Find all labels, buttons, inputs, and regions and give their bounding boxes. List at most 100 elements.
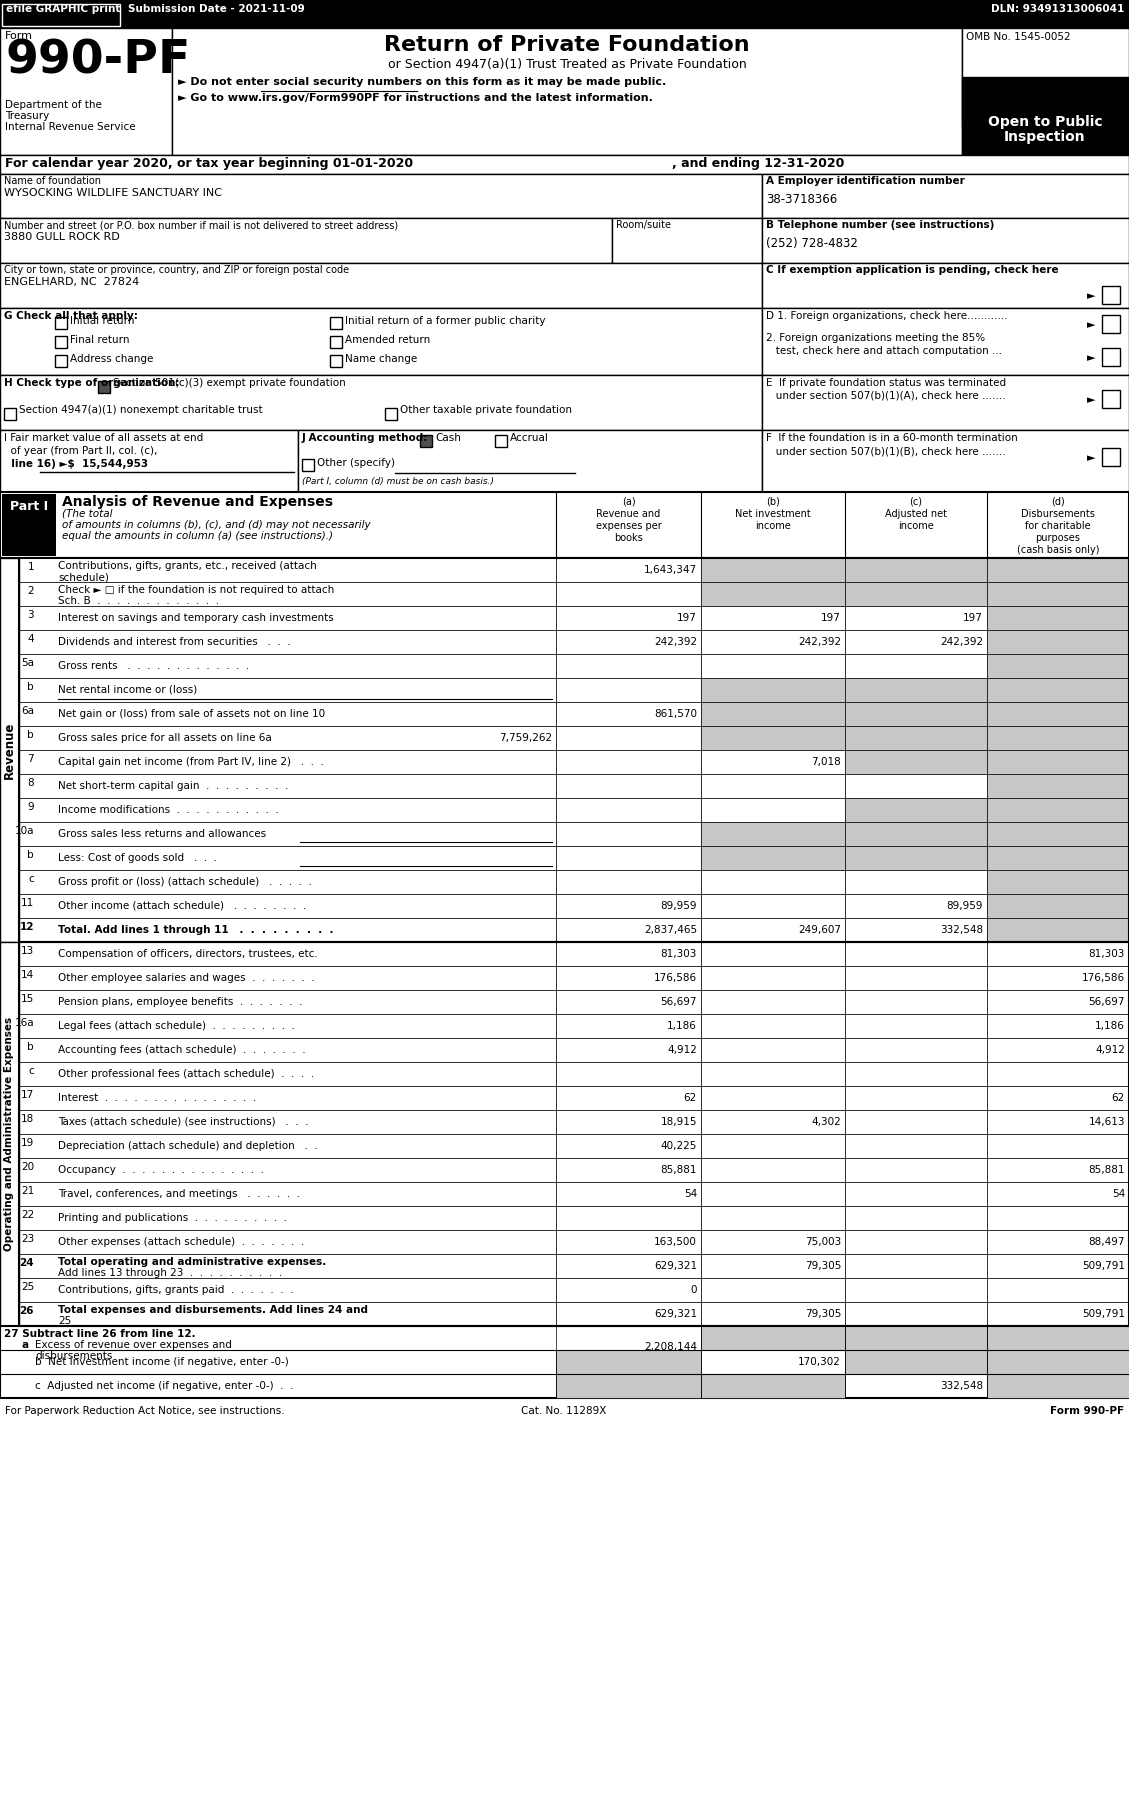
Text: 26: 26	[19, 1305, 34, 1316]
Bar	[987, 701, 1129, 726]
Bar	[495, 435, 507, 448]
Bar	[844, 750, 987, 773]
Bar	[0, 557, 19, 942]
Text: ✓: ✓	[419, 448, 429, 457]
Text: or Section 4947(a)(1) Trust Treated as Private Foundation: or Section 4947(a)(1) Trust Treated as P…	[387, 58, 746, 70]
Bar	[19, 1135, 555, 1158]
Bar	[962, 77, 1129, 155]
Bar	[555, 726, 701, 750]
Text: Pension plans, employee benefits  .  .  .  .  .  .  .: Pension plans, employee benefits . . . .…	[58, 998, 303, 1007]
Bar	[19, 870, 555, 894]
Text: of amounts in columns (b), (c), and (d) may not necessarily: of amounts in columns (b), (c), and (d) …	[62, 520, 370, 530]
Bar	[420, 435, 432, 448]
Bar	[555, 773, 701, 798]
Text: 163,500: 163,500	[654, 1237, 697, 1248]
Text: 89,959: 89,959	[946, 901, 983, 912]
Text: WYSOCKING WILDLIFE SANCTUARY INC: WYSOCKING WILDLIFE SANCTUARY INC	[5, 189, 222, 198]
Text: 8: 8	[27, 779, 34, 788]
Text: Net gain or (loss) from sale of assets not on line 10: Net gain or (loss) from sale of assets n…	[58, 708, 325, 719]
Text: books: books	[614, 532, 642, 543]
Bar	[555, 750, 701, 773]
Bar	[385, 408, 397, 421]
Text: under section 507(b)(1)(A), check here .......: under section 507(b)(1)(A), check here .…	[765, 390, 1006, 401]
Bar	[701, 966, 844, 991]
Text: Room/suite: Room/suite	[616, 219, 671, 230]
Text: Address change: Address change	[70, 354, 154, 363]
Bar	[844, 822, 987, 847]
Text: Occupancy  .  .  .  .  .  .  .  .  .  .  .  .  .  .  .: Occupancy . . . . . . . . . . . . . . .	[58, 1165, 264, 1176]
Text: Other professional fees (attach schedule)  .  .  .  .: Other professional fees (attach schedule…	[58, 1070, 314, 1079]
Text: Disbursements: Disbursements	[1021, 509, 1095, 520]
Text: ✓: ✓	[97, 394, 106, 403]
Text: disbursements: disbursements	[35, 1350, 113, 1361]
Bar	[19, 629, 555, 654]
Bar	[701, 1253, 844, 1278]
Text: 24: 24	[19, 1259, 34, 1268]
Text: Accounting fees (attach schedule)  .  .  .  .  .  .  .: Accounting fees (attach schedule) . . . …	[58, 1045, 306, 1055]
Bar	[19, 1181, 555, 1206]
Text: 5a: 5a	[21, 658, 34, 669]
Text: 249,607: 249,607	[798, 924, 841, 935]
Bar	[19, 942, 1129, 1325]
Bar	[987, 847, 1129, 870]
Bar	[762, 307, 1129, 376]
Text: 2,837,465: 2,837,465	[644, 924, 697, 935]
Text: Return of Private Foundation: Return of Private Foundation	[384, 34, 750, 56]
Bar	[19, 798, 555, 822]
Text: ► Go to www.irs.gov/Form990PF for instructions and the latest information.: ► Go to www.irs.gov/Form990PF for instru…	[178, 93, 653, 102]
Bar	[19, 942, 555, 966]
Text: Other employee salaries and wages  .  .  .  .  .  .  .: Other employee salaries and wages . . . …	[58, 973, 315, 984]
Bar	[987, 822, 1129, 847]
Text: Other expenses (attach schedule)  .  .  .  .  .  .  .: Other expenses (attach schedule) . . . .…	[58, 1237, 304, 1248]
Bar	[987, 606, 1129, 629]
Text: Excess of revenue over expenses and: Excess of revenue over expenses and	[35, 1340, 231, 1350]
Bar	[844, 1230, 987, 1253]
Bar	[555, 1037, 701, 1063]
Text: Contributions, gifts, grants, etc., received (attach: Contributions, gifts, grants, etc., rece…	[58, 561, 317, 572]
Text: 1,643,347: 1,643,347	[644, 565, 697, 575]
Bar	[19, 606, 555, 629]
Text: 85,881: 85,881	[660, 1165, 697, 1176]
Text: 197: 197	[821, 613, 841, 622]
Bar	[555, 919, 701, 942]
Bar	[701, 1206, 844, 1230]
Bar	[301, 458, 314, 471]
Text: Accrual: Accrual	[510, 433, 549, 442]
Text: 4,302: 4,302	[812, 1117, 841, 1127]
Text: 176,586: 176,586	[1082, 973, 1124, 984]
Text: OMB No. 1545-0052: OMB No. 1545-0052	[966, 32, 1070, 41]
Text: Printing and publications  .  .  .  .  .  .  .  .  .  .: Printing and publications . . . . . . . …	[58, 1214, 287, 1223]
Bar	[962, 29, 1129, 155]
Bar	[701, 1109, 844, 1135]
Text: b: b	[27, 681, 34, 692]
Bar	[1102, 448, 1120, 466]
Bar	[555, 1135, 701, 1158]
Text: line 16) ►$  15,544,953: line 16) ►$ 15,544,953	[5, 458, 148, 469]
Bar	[0, 0, 1129, 29]
Bar	[555, 1302, 701, 1325]
Text: 21: 21	[20, 1187, 34, 1196]
Bar	[987, 1350, 1129, 1374]
Text: 9: 9	[27, 802, 34, 813]
Text: b: b	[27, 1043, 34, 1052]
Text: Amended return: Amended return	[345, 334, 430, 345]
Text: 7: 7	[27, 753, 34, 764]
Bar	[701, 847, 844, 870]
Bar	[19, 557, 555, 583]
Bar	[19, 919, 555, 942]
Bar	[19, 822, 555, 847]
Bar	[701, 1278, 844, 1302]
Bar	[701, 1302, 844, 1325]
Text: Gross profit or (loss) (attach schedule)   .  .  .  .  .: Gross profit or (loss) (attach schedule)…	[58, 877, 312, 886]
Bar	[55, 354, 67, 367]
Bar	[987, 1037, 1129, 1063]
Bar	[844, 726, 987, 750]
Text: (The total: (The total	[62, 509, 113, 520]
Bar	[19, 654, 555, 678]
Text: Interest  .  .  .  .  .  .  .  .  .  .  .  .  .  .  .  .: Interest . . . . . . . . . . . . . . . .	[58, 1093, 256, 1102]
Text: 176,586: 176,586	[654, 973, 697, 984]
Text: 10a: 10a	[15, 825, 34, 836]
Text: 6a: 6a	[21, 707, 34, 716]
Bar	[0, 155, 1129, 174]
Bar	[19, 557, 1129, 942]
